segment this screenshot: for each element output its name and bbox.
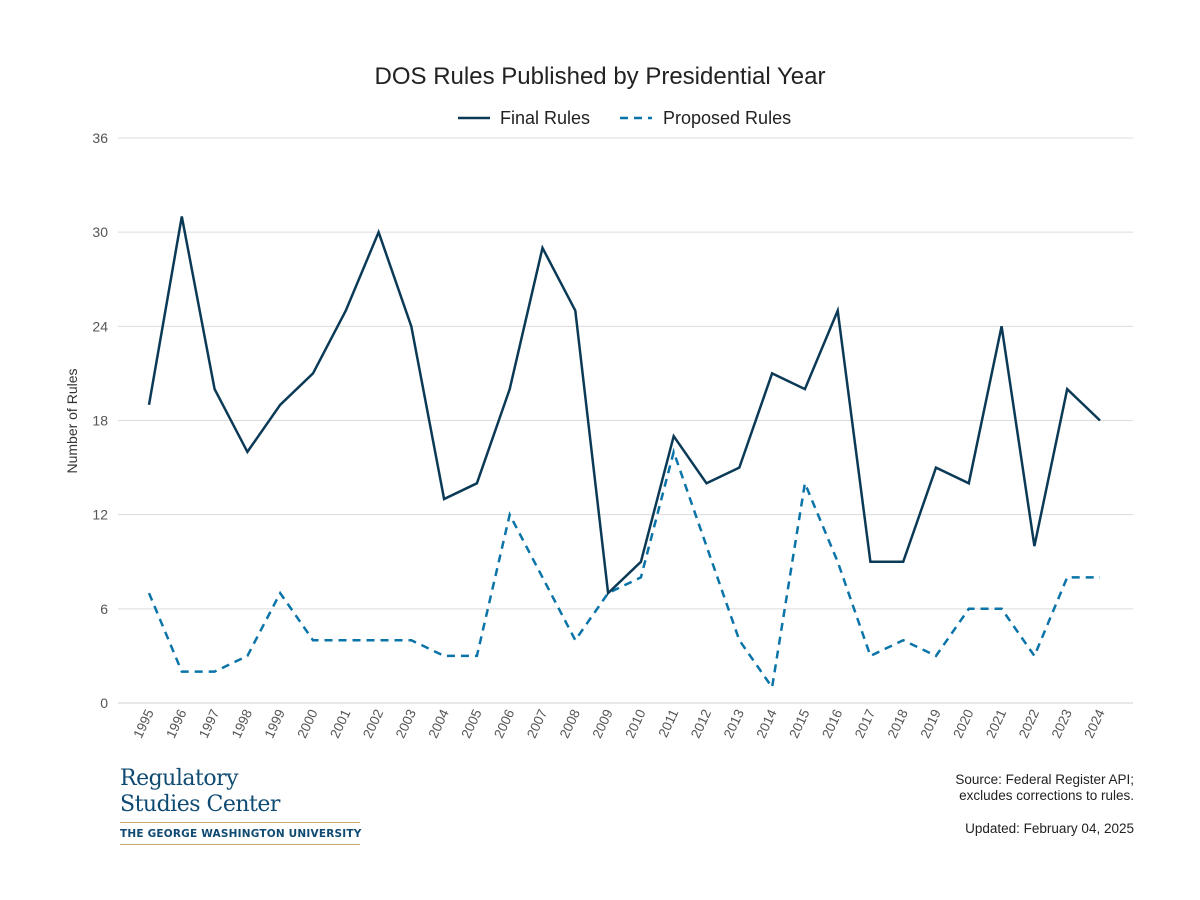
source-line1: Source: Federal Register API;	[955, 772, 1134, 787]
y-tick-label: 36	[92, 130, 108, 146]
source-line2: excludes corrections to rules.	[959, 788, 1134, 803]
y-tick-label: 12	[92, 507, 108, 523]
y-tick-label: 24	[92, 318, 108, 334]
y-tick-label: 0	[100, 695, 108, 711]
logo-line3: THE GEORGE WASHINGTON UNIVERSITY	[120, 828, 362, 840]
x-tick-label: 2024	[1081, 706, 1107, 740]
x-tick-label: 2009	[590, 707, 616, 741]
regulatory-studies-center-logo: Regulatory Studies Center THE GEORGE WAS…	[120, 766, 362, 850]
x-tick-label: 2002	[360, 707, 386, 741]
x-tick-label: 2012	[688, 707, 714, 741]
x-tick-label: 2003	[393, 707, 419, 741]
x-tick-label: 1997	[196, 707, 222, 741]
series-line-proposed-rules	[147, 447, 1100, 691]
chart-title: DOS Rules Published by Presidential Year	[375, 63, 826, 90]
logo-divider	[120, 822, 360, 823]
x-tick-label: 1995	[130, 707, 156, 741]
x-tick-label: 2011	[656, 707, 682, 740]
x-tick-label: 2007	[524, 707, 550, 741]
x-tick-label: 2015	[786, 707, 812, 741]
x-tick-label: 1999	[262, 707, 288, 741]
legend-label: Final Rules	[500, 108, 590, 128]
x-tick-label: 2000	[294, 707, 320, 741]
x-tick-label: 2022	[1016, 707, 1042, 741]
x-tick-label: 2004	[426, 706, 452, 740]
x-tick-label: 1996	[163, 707, 189, 741]
x-tick-label: 1998	[229, 707, 255, 741]
x-tick-label: 2013	[721, 707, 747, 741]
x-tick-label: 2008	[557, 707, 583, 741]
updated-date: Updated: February 04, 2025	[965, 821, 1134, 836]
x-tick-label: 2016	[819, 707, 845, 741]
logo-divider	[120, 844, 360, 845]
x-tick-label: 2014	[753, 706, 779, 740]
x-tick-label: 2017	[852, 707, 878, 741]
x-tick-label: 2023	[1049, 707, 1075, 741]
series-line-final-rules	[147, 216, 1101, 596]
x-tick-label: 2010	[622, 707, 648, 741]
x-tick-label: 2018	[885, 707, 911, 741]
x-tick-label: 2005	[458, 707, 484, 741]
x-tick-label: 2019	[917, 707, 943, 741]
y-axis-label: Number of Rules	[64, 368, 80, 473]
x-tick-label: 2020	[950, 707, 976, 741]
x-tick-label: 2021	[983, 707, 1009, 741]
legend-label: Proposed Rules	[663, 108, 791, 128]
line-chart: 0 6 12 18 24 30 36 1995 1996 1997 1998 1999 2000 2001…	[64, 63, 1133, 741]
y-tick-label: 18	[92, 413, 108, 429]
x-tick-label: 2006	[491, 707, 517, 741]
logo-line1: Regulatory	[120, 766, 239, 791]
source-note: Source: Federal Register API; excludes c…	[955, 772, 1134, 804]
x-tick-label: 2001	[327, 707, 353, 741]
y-tick-label: 6	[100, 601, 108, 617]
y-tick-label: 30	[92, 224, 108, 240]
logo-line2: Studies Center	[120, 792, 280, 817]
